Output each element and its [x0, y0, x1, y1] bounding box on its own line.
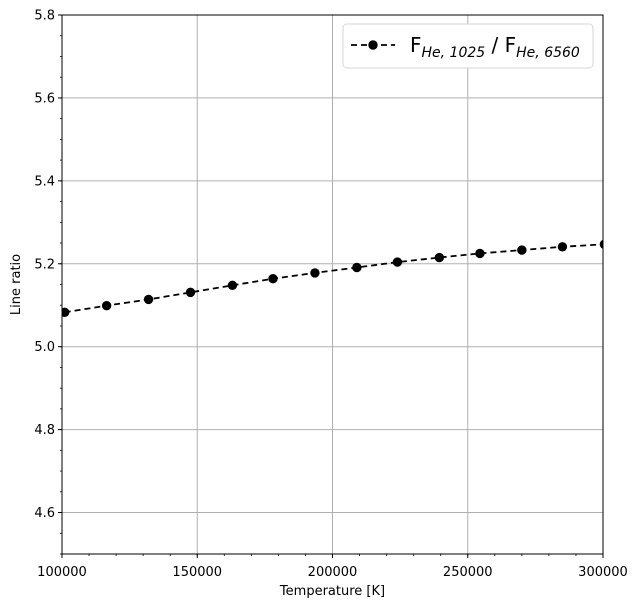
- data-point: [101, 300, 112, 311]
- legend-marker-sample: [368, 40, 378, 50]
- data-point: [475, 248, 485, 259]
- x-tick-label: 100000: [37, 565, 87, 580]
- series-layer: [62, 239, 603, 317]
- data-point: [352, 262, 362, 273]
- x-axis-label: Temperature [K]: [279, 584, 385, 599]
- legend-subscript-2: He, 6560: [516, 45, 580, 61]
- legend-f1: F: [410, 33, 422, 57]
- data-point: [517, 245, 527, 255]
- x-tick-label: 250000: [443, 565, 493, 580]
- legend: FHe, 1025 / FHe, 6560: [342, 23, 594, 69]
- y-tick-label: 4.8: [34, 423, 55, 438]
- y-tick-label: 5.2: [34, 257, 55, 272]
- tick-labels: 100000 150000 200000 250000 300000 4.6 4.8 5.0 5…: [34, 9, 628, 581]
- data-point: [143, 294, 154, 305]
- data-point: [185, 287, 196, 298]
- legend-f2: F: [505, 33, 517, 57]
- legend-entry: FHe, 1025 / FHe, 6560: [410, 33, 580, 61]
- legend-separator: /: [485, 33, 504, 57]
- y-axis-label: Line ratio: [9, 254, 24, 315]
- x-tick-label: 300000: [578, 565, 628, 580]
- data-point: [310, 268, 320, 278]
- x-tick-label: 200000: [308, 565, 358, 580]
- plot-frame: [61, 14, 604, 555]
- legend-subscript-1: He, 1025: [422, 45, 486, 61]
- data-point: [268, 273, 278, 284]
- y-tick-label: 5.0: [34, 340, 55, 355]
- y-tick-label: 4.6: [34, 506, 55, 521]
- data-point: [62, 307, 70, 317]
- major-ticks: [58, 14, 604, 558]
- legend-box: [342, 23, 594, 69]
- data-point: [599, 239, 603, 249]
- y-tick-label: 5.8: [34, 9, 55, 24]
- y-tick-label: 5.6: [34, 91, 55, 106]
- x-tick-label: 150000: [172, 565, 222, 580]
- data-point: [227, 280, 238, 291]
- y-tick-label: 5.4: [34, 174, 55, 189]
- series-line: [64, 243, 603, 314]
- series-line-ratio: [62, 239, 603, 317]
- data-point: [557, 242, 568, 252]
- data-point: [434, 252, 445, 263]
- data-point: [392, 257, 403, 267]
